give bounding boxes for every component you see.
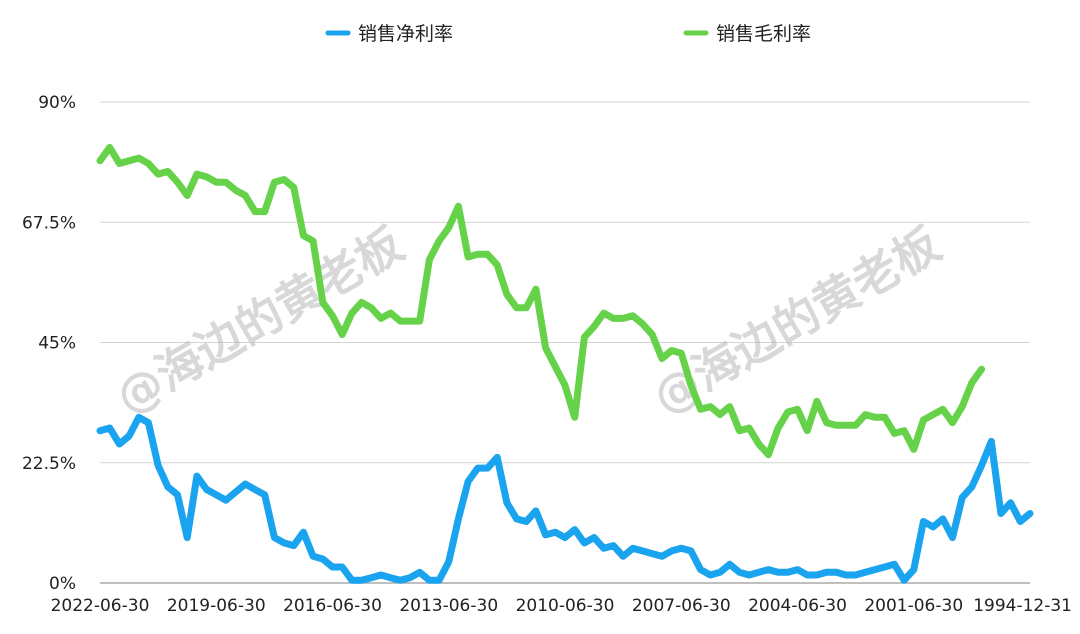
x-tick-label: 2022-06-30 [51, 596, 150, 616]
x-tick-label: 1994-12-31 [973, 596, 1072, 616]
x-tick-label: 2007-06-30 [632, 596, 731, 616]
x-tick-label: 2016-06-30 [283, 596, 382, 616]
x-axis-ticks: 2022-06-30 2019-06-30 2016-06-30 2013-06-30… [51, 596, 1072, 616]
x-tick-label: 2004-06-30 [748, 596, 847, 616]
legend-label-gross-margin: 销售毛利率 [716, 23, 811, 45]
watermark-right: @海边的黄老板 [644, 217, 950, 425]
watermark-left: @海边的黄老板 [107, 217, 413, 425]
y-tick-label: 67.5% [22, 213, 76, 233]
y-axis-ticks: 0% 22.5% 45% 67.5% 90% [22, 93, 76, 594]
series-lines [96, 143, 1034, 584]
x-tick-label: 2013-06-30 [399, 596, 498, 616]
series-line-gross-margin [96, 143, 986, 459]
x-tick-label: 2019-06-30 [167, 596, 266, 616]
legend-label-net-margin: 销售净利率 [358, 23, 453, 45]
series-line-net-margin [96, 413, 1034, 584]
x-tick-label: 2001-06-30 [864, 596, 963, 616]
y-tick-label: 0% [49, 574, 76, 594]
gridlines [100, 101, 1030, 584]
y-tick-label: 45% [38, 334, 76, 354]
legend: 销售净利率 销售毛利率 [325, 23, 811, 45]
x-tick-label: 2010-06-30 [516, 596, 615, 616]
watermarks: @海边的黄老板 @海边的黄老板 [107, 217, 950, 425]
y-tick-label: 90% [38, 93, 76, 113]
y-tick-label: 22.5% [22, 454, 76, 474]
